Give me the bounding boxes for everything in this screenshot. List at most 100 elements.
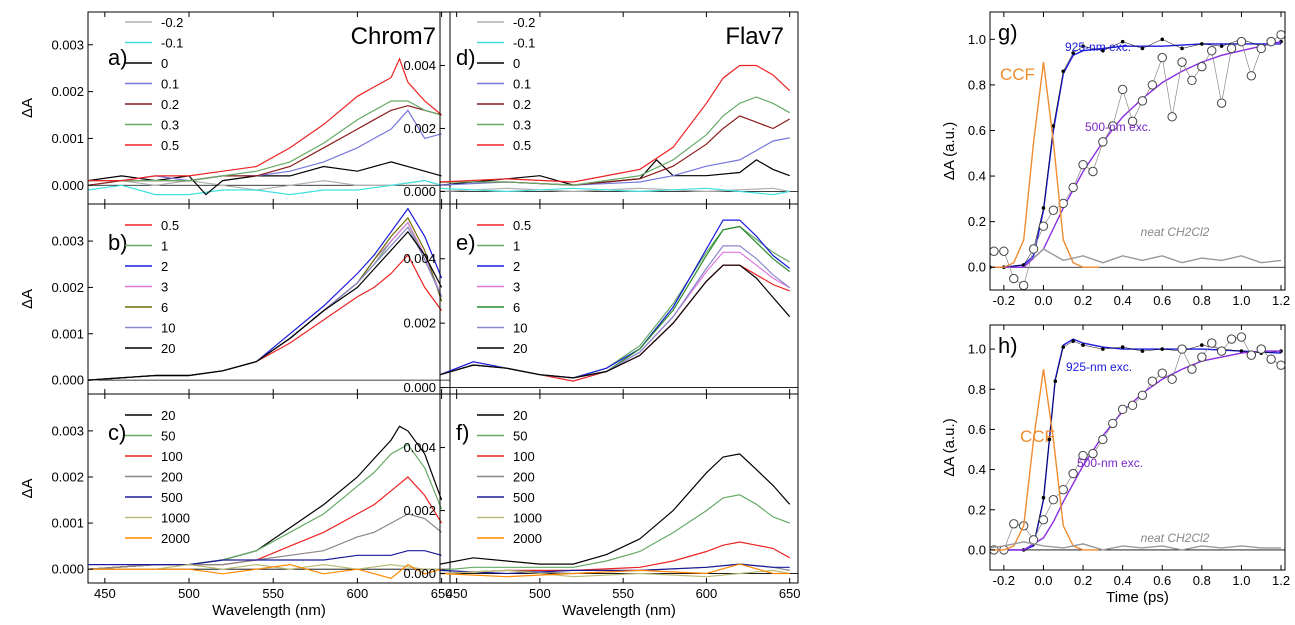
data-point (1061, 69, 1066, 74)
legend-entry: 0.2 (513, 97, 531, 112)
series-h-3 (990, 332, 1285, 555)
series-e-3 (440, 251, 790, 379)
x-axis-label: Wavelength (nm) (562, 602, 676, 619)
y-tick-label: 0.2 (968, 502, 986, 517)
series-line (440, 64, 791, 183)
y-tick-label: 0.0 (968, 542, 986, 557)
annotation-ccf: CCF (1020, 427, 1055, 446)
y-tick-label: 1.0 (968, 32, 986, 47)
series-line (1033, 248, 1282, 264)
annotation-solvent: neat CH2Cl2 (1141, 531, 1210, 545)
data-point (1068, 468, 1078, 479)
series-line (88, 109, 442, 182)
data-point (1180, 46, 1184, 51)
legend-entry: 0.1 (513, 77, 531, 92)
series-line (88, 207, 443, 381)
series-line (88, 230, 443, 381)
x-tick-label: -0.2 (993, 573, 1015, 588)
y-tick-label: 0.4 (968, 462, 986, 477)
y-tick-label: 0.000 (51, 178, 84, 193)
series-d-2 (440, 159, 790, 186)
series-e-4 (440, 225, 791, 379)
series-line (440, 187, 790, 193)
data-point (1200, 343, 1204, 347)
series-g-3 (990, 30, 1285, 290)
series-line (990, 541, 1281, 551)
panel-title: Flav7 (725, 23, 784, 50)
legend-entry: 100 (161, 449, 183, 464)
data-point (1108, 121, 1118, 131)
y-tick-label: 0.002 (51, 84, 84, 99)
data-point (1137, 390, 1148, 400)
series-c-0 (88, 425, 443, 570)
series-line (88, 443, 443, 570)
data-point (1041, 206, 1046, 210)
data-point (1028, 244, 1039, 254)
series-a-3 (88, 109, 442, 182)
data-point (1137, 96, 1148, 106)
data-point (1239, 349, 1244, 353)
data-point (1058, 484, 1068, 495)
data-point (1246, 350, 1257, 360)
series-line (440, 159, 790, 186)
series-line (88, 550, 442, 566)
series-line (440, 541, 790, 575)
series-f-0 (440, 453, 791, 565)
annotation-slow: 500-nm exc. (1077, 456, 1143, 470)
series-e-6 (440, 264, 791, 379)
y-tick-label: 1.0 (968, 342, 986, 357)
series-line (88, 100, 442, 182)
data-point (1187, 364, 1197, 374)
y-tick-label: 0.000 (51, 562, 84, 577)
legend-entry: 500 (161, 490, 183, 505)
legend-entry: 2 (513, 259, 520, 274)
annotation-ccf: CCF (1000, 65, 1035, 84)
panel-label: g) (998, 20, 1018, 45)
panel-e: 0.000 0.002 0.004 e) 0.5 1 2 3 6 10 20 (403, 203, 799, 395)
x-tick-label: 550 (262, 586, 284, 601)
data-point (1120, 345, 1125, 349)
y-tick-label: 0.003 (51, 423, 84, 438)
series-line (88, 563, 442, 570)
y-tick-label: 0.002 (403, 121, 436, 136)
x-tick-label: 500 (529, 586, 551, 601)
legend-entry: 200 (513, 470, 535, 485)
legend-entry: 1000 (161, 511, 190, 526)
series-d-0 (440, 187, 790, 193)
legend-entry: 10 (513, 321, 527, 336)
legend-entry: 0.5 (513, 218, 531, 233)
data-point (1140, 46, 1145, 51)
data-point (1071, 339, 1075, 343)
annotation-slow: 500-nm exc. (1085, 120, 1151, 134)
data-point (1009, 519, 1019, 529)
data-point (1117, 84, 1128, 95)
series-g-5 (1033, 248, 1282, 264)
plot-frame (87, 393, 451, 584)
data-point (1117, 404, 1128, 415)
x-tick-label: 1.0 (1232, 573, 1250, 588)
data-point (1236, 332, 1247, 342)
plot-frame (989, 11, 1286, 291)
legend-entry: 20 (513, 408, 527, 423)
series-line (440, 251, 790, 379)
data-point (1266, 354, 1276, 364)
y-tick-label: 0.002 (403, 316, 436, 331)
data-point (1127, 116, 1138, 127)
y-tick-label: 0.002 (51, 280, 84, 295)
legend-entry: 0.1 (161, 77, 179, 92)
y-tick-label: 0.2 (968, 214, 986, 229)
x-tick-label: 0.4 (1114, 293, 1132, 308)
data-point (1279, 39, 1283, 44)
data-point (1207, 338, 1217, 348)
series-c-4 (88, 550, 442, 566)
legend-entry: 20 (161, 341, 175, 356)
series-line (440, 187, 790, 196)
x-tick-label: 1.2 (1272, 293, 1290, 308)
plot-area-g (990, 30, 1285, 290)
series-a-5 (88, 100, 442, 182)
y-axis-label: ΔA (19, 289, 36, 309)
series-h-2 (990, 350, 1281, 551)
series-a-1 (88, 179, 442, 196)
data-point (1187, 75, 1197, 86)
y-axis-label: ΔA (a.u.) (941, 122, 958, 180)
